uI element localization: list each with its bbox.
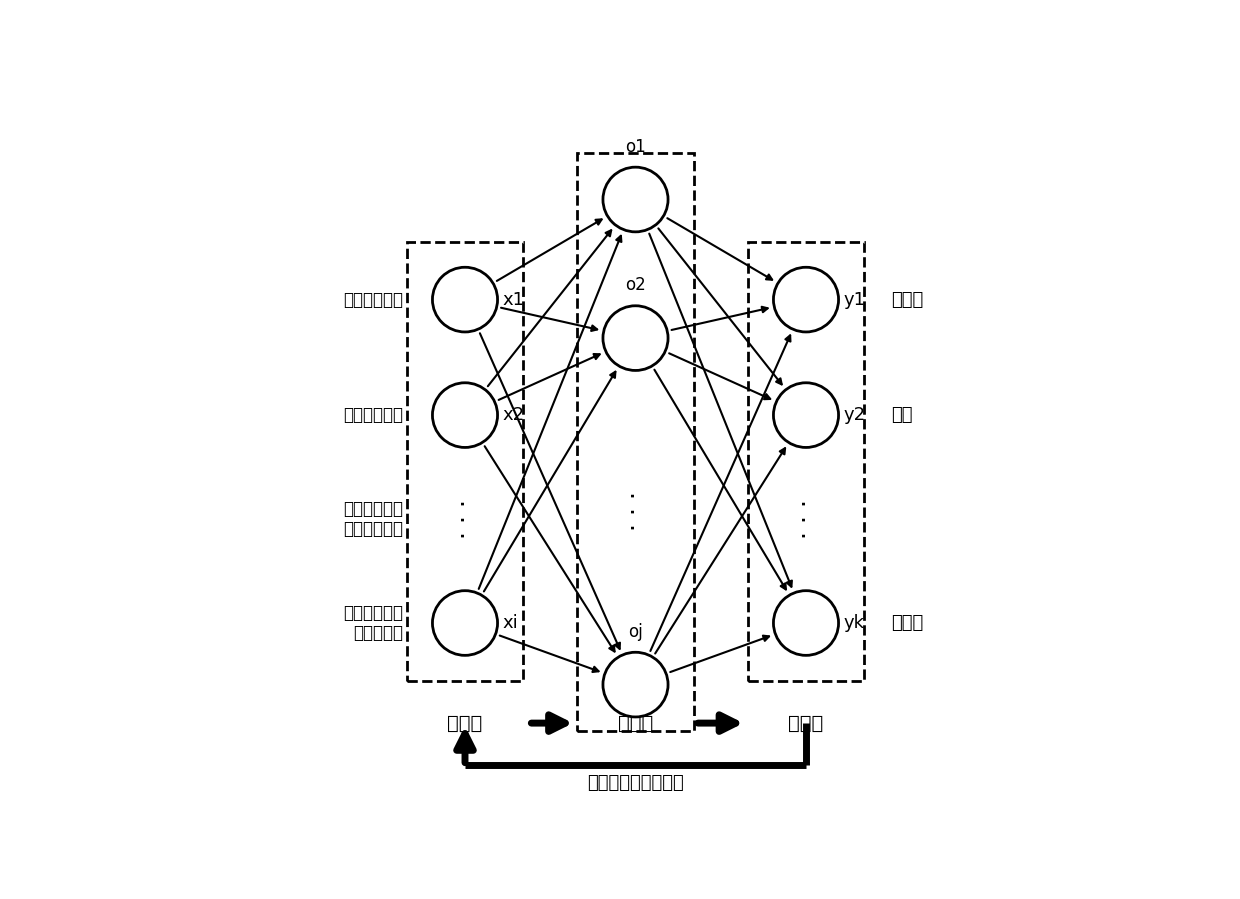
Text: 特征区域长度: 特征区域长度 [343,290,403,308]
Text: 电阻丝: 电阻丝 [892,290,924,308]
Circle shape [774,383,838,448]
Text: 隐含层: 隐含层 [618,714,653,733]
Text: y2: y2 [843,406,866,424]
Bar [578,154,693,731]
Bar [748,242,864,681]
Text: oj: oj [629,623,642,641]
Text: xi: xi [502,614,518,632]
Text: y1: y1 [843,290,866,308]
Circle shape [603,167,668,232]
Text: 孔洞: 孔洞 [892,406,913,424]
Circle shape [774,591,838,655]
Text: 误差反传，权值调整: 误差反传，权值调整 [587,774,684,792]
Circle shape [603,306,668,370]
Text: 特征区域下方
灰度平均值: 特征区域下方 灰度平均值 [343,603,403,643]
Text: 熔合面: 熔合面 [892,614,924,632]
Circle shape [433,383,497,448]
Text: 特征区域中心
到主行的距离: 特征区域中心 到主行的距离 [343,500,403,539]
Text: x2: x2 [502,406,525,424]
Text: · · ·: · · · [453,499,477,539]
Circle shape [774,267,838,332]
Text: 特征区域高度: 特征区域高度 [343,406,403,424]
Text: o1: o1 [625,138,646,156]
Text: o2: o2 [625,276,646,294]
Circle shape [433,591,497,655]
Text: 输出层: 输出层 [789,714,823,733]
Text: yk: yk [843,614,864,632]
Text: · · ·: · · · [624,492,647,531]
Circle shape [603,653,668,717]
Circle shape [433,267,497,332]
Text: · · ·: · · · [794,499,818,539]
Bar [407,242,523,681]
Text: x1: x1 [502,290,525,308]
Text: 输入层: 输入层 [448,714,482,733]
